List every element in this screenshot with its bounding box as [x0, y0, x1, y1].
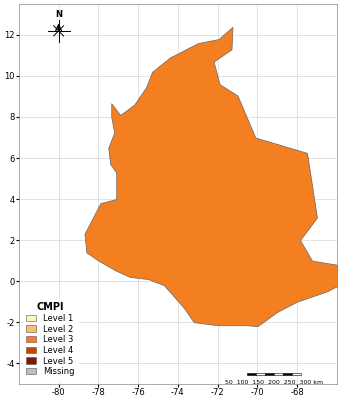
Legend: Level 1, Level 2, Level 3, Level 4, Level 5, Missing: Level 1, Level 2, Level 3, Level 4, Leve…: [23, 299, 78, 379]
Bar: [256, 373, 265, 375]
Bar: [274, 373, 283, 375]
Text: N: N: [55, 10, 62, 18]
Text: 50  100  150  200  250  300 km: 50 100 150 200 250 300 km: [225, 380, 323, 385]
Bar: [283, 373, 292, 375]
Bar: [292, 373, 301, 375]
Bar: [248, 373, 256, 375]
Bar: [265, 373, 274, 375]
